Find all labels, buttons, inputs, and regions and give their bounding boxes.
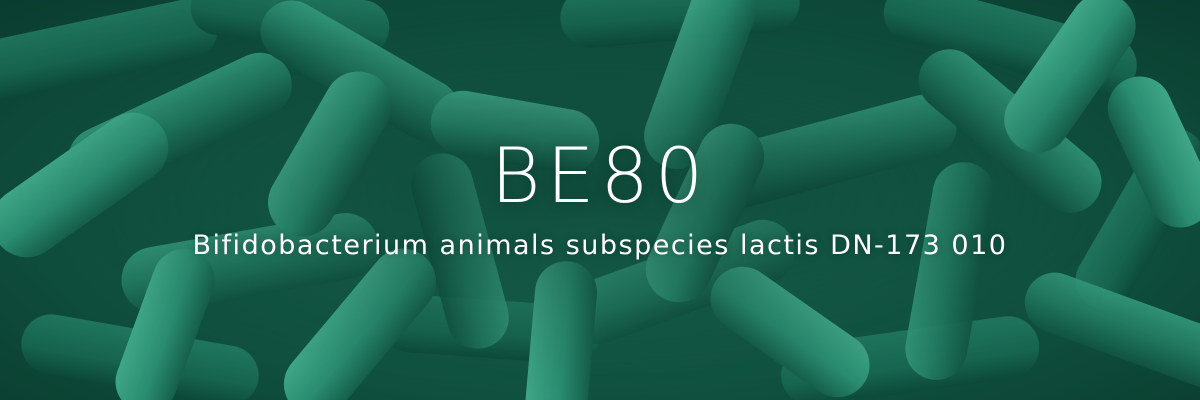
banner-caption: BE80 Bifidobacterium animals subspecies … <box>0 128 1200 264</box>
product-title: BE80 <box>490 131 710 220</box>
product-subtitle: Bifidobacterium animals subspecies lacti… <box>192 230 1008 261</box>
